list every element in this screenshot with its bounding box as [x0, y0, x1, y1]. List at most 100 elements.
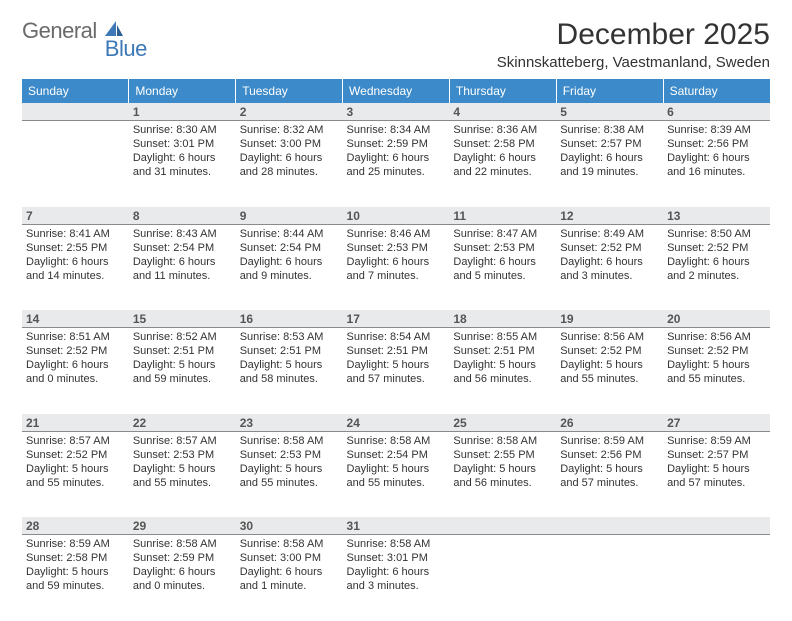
daylight-line: Daylight: 5 hours and 59 minutes. — [133, 358, 232, 386]
day-cell: Sunrise: 8:41 AMSunset: 2:55 PMDaylight:… — [22, 224, 129, 310]
day-details: Sunrise: 8:59 AMSunset: 2:57 PMDaylight:… — [667, 432, 766, 490]
daynum-cell: 29 — [129, 517, 236, 535]
sunrise-line: Sunrise: 8:54 AM — [347, 330, 446, 344]
daylight-line: Daylight: 5 hours and 57 minutes. — [560, 462, 659, 490]
daylight-line: Daylight: 5 hours and 55 minutes. — [133, 462, 232, 490]
daylight-line: Daylight: 6 hours and 31 minutes. — [133, 151, 232, 179]
day-details: Sunrise: 8:59 AMSunset: 2:56 PMDaylight:… — [560, 432, 659, 490]
sunset-line: Sunset: 2:55 PM — [453, 448, 552, 462]
sunset-line: Sunset: 3:01 PM — [347, 551, 446, 565]
daynum-cell — [663, 517, 770, 535]
sunrise-line: Sunrise: 8:39 AM — [667, 123, 766, 137]
sunset-line: Sunset: 2:53 PM — [133, 448, 232, 462]
day-cell: Sunrise: 8:58 AMSunset: 2:54 PMDaylight:… — [343, 431, 450, 517]
day-details: Sunrise: 8:32 AMSunset: 3:00 PMDaylight:… — [240, 121, 339, 179]
day-cell: Sunrise: 8:34 AMSunset: 2:59 PMDaylight:… — [343, 121, 450, 207]
day-details: Sunrise: 8:59 AMSunset: 2:58 PMDaylight:… — [26, 535, 125, 593]
sunrise-line: Sunrise: 8:34 AM — [347, 123, 446, 137]
sunrise-line: Sunrise: 8:36 AM — [453, 123, 552, 137]
daylight-line: Daylight: 6 hours and 3 minutes. — [560, 255, 659, 283]
day-cell: Sunrise: 8:59 AMSunset: 2:58 PMDaylight:… — [22, 535, 129, 621]
sunset-line: Sunset: 2:54 PM — [240, 241, 339, 255]
daynum-cell: 20 — [663, 310, 770, 328]
daynum-row: 21222324252627 — [22, 414, 770, 432]
sunset-line: Sunset: 2:53 PM — [347, 241, 446, 255]
sunrise-line: Sunrise: 8:32 AM — [240, 123, 339, 137]
day-details: Sunrise: 8:38 AMSunset: 2:57 PMDaylight:… — [560, 121, 659, 179]
sunset-line: Sunset: 2:52 PM — [560, 241, 659, 255]
day-cell: Sunrise: 8:49 AMSunset: 2:52 PMDaylight:… — [556, 224, 663, 310]
daynum-cell: 4 — [449, 103, 556, 121]
sunset-line: Sunset: 3:00 PM — [240, 137, 339, 151]
daynum-row: 78910111213 — [22, 207, 770, 225]
day-details: Sunrise: 8:34 AMSunset: 2:59 PMDaylight:… — [347, 121, 446, 179]
day-cell: Sunrise: 8:36 AMSunset: 2:58 PMDaylight:… — [449, 121, 556, 207]
daynum-cell: 26 — [556, 414, 663, 432]
sunset-line: Sunset: 2:57 PM — [560, 137, 659, 151]
day-cell: Sunrise: 8:32 AMSunset: 3:00 PMDaylight:… — [236, 121, 343, 207]
sunrise-line: Sunrise: 8:51 AM — [26, 330, 125, 344]
daynum-cell — [449, 517, 556, 535]
day-cell: Sunrise: 8:59 AMSunset: 2:56 PMDaylight:… — [556, 431, 663, 517]
sunset-line: Sunset: 2:56 PM — [560, 448, 659, 462]
daynum-row: 14151617181920 — [22, 310, 770, 328]
day-details: Sunrise: 8:36 AMSunset: 2:58 PMDaylight:… — [453, 121, 552, 179]
sunrise-line: Sunrise: 8:59 AM — [667, 434, 766, 448]
sunrise-line: Sunrise: 8:59 AM — [26, 537, 125, 551]
day-cell: Sunrise: 8:58 AMSunset: 2:55 PMDaylight:… — [449, 431, 556, 517]
daynum-cell: 22 — [129, 414, 236, 432]
day-details: Sunrise: 8:57 AMSunset: 2:53 PMDaylight:… — [133, 432, 232, 490]
sunset-line: Sunset: 3:01 PM — [133, 137, 232, 151]
day-details: Sunrise: 8:56 AMSunset: 2:52 PMDaylight:… — [560, 328, 659, 386]
daylight-line: Daylight: 6 hours and 25 minutes. — [347, 151, 446, 179]
daynum-cell: 9 — [236, 207, 343, 225]
daynum-cell: 3 — [343, 103, 450, 121]
calendar-body: 123456Sunrise: 8:30 AMSunset: 3:01 PMDay… — [22, 103, 770, 621]
sunset-line: Sunset: 2:55 PM — [26, 241, 125, 255]
day-cell: Sunrise: 8:56 AMSunset: 2:52 PMDaylight:… — [556, 328, 663, 414]
day-cell: Sunrise: 8:30 AMSunset: 3:01 PMDaylight:… — [129, 121, 236, 207]
daynum-cell: 13 — [663, 207, 770, 225]
sunrise-line: Sunrise: 8:43 AM — [133, 227, 232, 241]
daynum-cell: 15 — [129, 310, 236, 328]
day-cell: Sunrise: 8:58 AMSunset: 2:59 PMDaylight:… — [129, 535, 236, 621]
daynum-cell: 2 — [236, 103, 343, 121]
day-cell — [449, 535, 556, 621]
daylight-line: Daylight: 6 hours and 22 minutes. — [453, 151, 552, 179]
day-cell: Sunrise: 8:39 AMSunset: 2:56 PMDaylight:… — [663, 121, 770, 207]
daylight-line: Daylight: 5 hours and 55 minutes. — [667, 358, 766, 386]
day-cell: Sunrise: 8:59 AMSunset: 2:57 PMDaylight:… — [663, 431, 770, 517]
daynum-cell: 5 — [556, 103, 663, 121]
day-details: Sunrise: 8:58 AMSunset: 3:00 PMDaylight:… — [240, 535, 339, 593]
sunset-line: Sunset: 2:52 PM — [667, 344, 766, 358]
title-block: December 2025 Skinnskatteberg, Vaestmanl… — [497, 18, 770, 71]
day-cell — [556, 535, 663, 621]
daylight-line: Daylight: 6 hours and 5 minutes. — [453, 255, 552, 283]
sunset-line: Sunset: 2:54 PM — [347, 448, 446, 462]
sunset-line: Sunset: 2:58 PM — [453, 137, 552, 151]
daynum-cell — [22, 103, 129, 121]
weekday-header: Sunday — [22, 79, 129, 103]
daynum-cell: 21 — [22, 414, 129, 432]
daynum-cell: 27 — [663, 414, 770, 432]
content-row: Sunrise: 8:41 AMSunset: 2:55 PMDaylight:… — [22, 224, 770, 310]
day-details: Sunrise: 8:57 AMSunset: 2:52 PMDaylight:… — [26, 432, 125, 490]
day-details: Sunrise: 8:53 AMSunset: 2:51 PMDaylight:… — [240, 328, 339, 386]
daylight-line: Daylight: 6 hours and 28 minutes. — [240, 151, 339, 179]
brand-logo: General Blue — [22, 18, 147, 44]
sunrise-line: Sunrise: 8:58 AM — [347, 434, 446, 448]
day-details: Sunrise: 8:44 AMSunset: 2:54 PMDaylight:… — [240, 225, 339, 283]
sunrise-line: Sunrise: 8:38 AM — [560, 123, 659, 137]
daynum-cell: 1 — [129, 103, 236, 121]
weekday-header: Friday — [556, 79, 663, 103]
day-cell: Sunrise: 8:47 AMSunset: 2:53 PMDaylight:… — [449, 224, 556, 310]
day-details: Sunrise: 8:55 AMSunset: 2:51 PMDaylight:… — [453, 328, 552, 386]
daylight-line: Daylight: 5 hours and 56 minutes. — [453, 462, 552, 490]
sunset-line: Sunset: 2:58 PM — [26, 551, 125, 565]
day-details: Sunrise: 8:58 AMSunset: 2:54 PMDaylight:… — [347, 432, 446, 490]
day-details: Sunrise: 8:51 AMSunset: 2:52 PMDaylight:… — [26, 328, 125, 386]
daynum-cell: 23 — [236, 414, 343, 432]
day-cell: Sunrise: 8:55 AMSunset: 2:51 PMDaylight:… — [449, 328, 556, 414]
sunrise-line: Sunrise: 8:49 AM — [560, 227, 659, 241]
daylight-line: Daylight: 5 hours and 55 minutes. — [26, 462, 125, 490]
